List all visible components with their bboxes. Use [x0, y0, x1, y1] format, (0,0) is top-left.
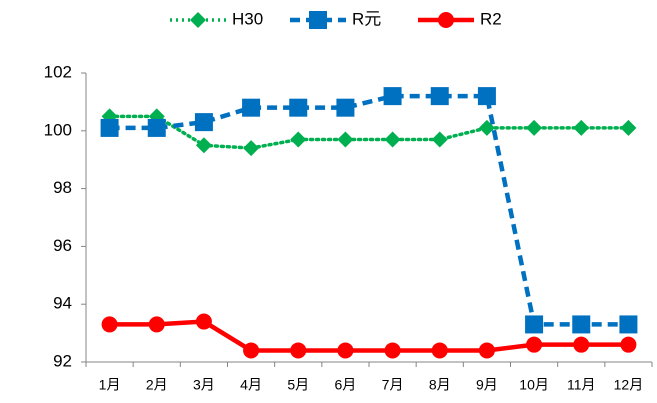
marker	[336, 98, 355, 117]
marker	[478, 342, 495, 359]
x-tick-label: 12月	[614, 377, 644, 393]
y-tick-label: 102	[44, 62, 72, 81]
marker	[384, 131, 401, 148]
marker	[290, 342, 307, 359]
marker	[243, 342, 260, 359]
marker	[573, 119, 590, 136]
marker	[101, 316, 118, 333]
marker	[337, 131, 354, 148]
y-tick-label: 98	[53, 178, 72, 197]
marker	[190, 12, 206, 28]
y-tick-label: 92	[53, 351, 72, 370]
legend-label: R元	[352, 9, 381, 28]
legend-label: R2	[480, 9, 502, 28]
marker	[572, 315, 591, 334]
marker	[384, 342, 401, 359]
marker	[147, 118, 166, 137]
x-tick-label: 10月	[519, 377, 549, 393]
marker	[573, 336, 590, 353]
x-tick-label: 1月	[99, 377, 121, 393]
marker	[477, 87, 496, 106]
marker	[620, 336, 637, 353]
marker	[289, 98, 308, 117]
x-tick-label: 8月	[429, 377, 451, 393]
marker	[148, 316, 165, 333]
marker	[195, 313, 212, 330]
marker	[290, 131, 307, 148]
x-tick-label: 4月	[240, 377, 262, 393]
marker	[195, 137, 212, 154]
marker	[194, 113, 213, 132]
marker	[430, 87, 449, 106]
marker	[431, 131, 448, 148]
series-line	[107, 114, 631, 150]
x-tick-label: 2月	[146, 377, 168, 393]
y-tick-label: 100	[44, 120, 72, 139]
marker	[242, 98, 261, 117]
x-tick-label: 11月	[567, 377, 596, 393]
marker	[526, 336, 543, 353]
x-tick-label: 7月	[382, 377, 404, 393]
x-tick-label: 6月	[335, 377, 357, 393]
marker	[525, 315, 544, 334]
marker	[309, 11, 327, 29]
x-tick-label: 9月	[476, 377, 498, 393]
y-tick-label: 96	[53, 236, 72, 255]
marker	[526, 119, 543, 136]
marker	[438, 12, 454, 28]
x-tick-label: 5月	[287, 377, 309, 393]
marker	[383, 87, 402, 106]
y-tick-label: 94	[53, 294, 72, 313]
x-tick-label: 3月	[193, 377, 215, 393]
marker	[100, 118, 119, 137]
legend-label: H30	[232, 9, 263, 28]
marker	[619, 315, 638, 334]
marker	[620, 119, 637, 136]
marker	[243, 140, 260, 157]
marker	[337, 342, 354, 359]
series-line	[109, 93, 629, 327]
marker	[431, 342, 448, 359]
